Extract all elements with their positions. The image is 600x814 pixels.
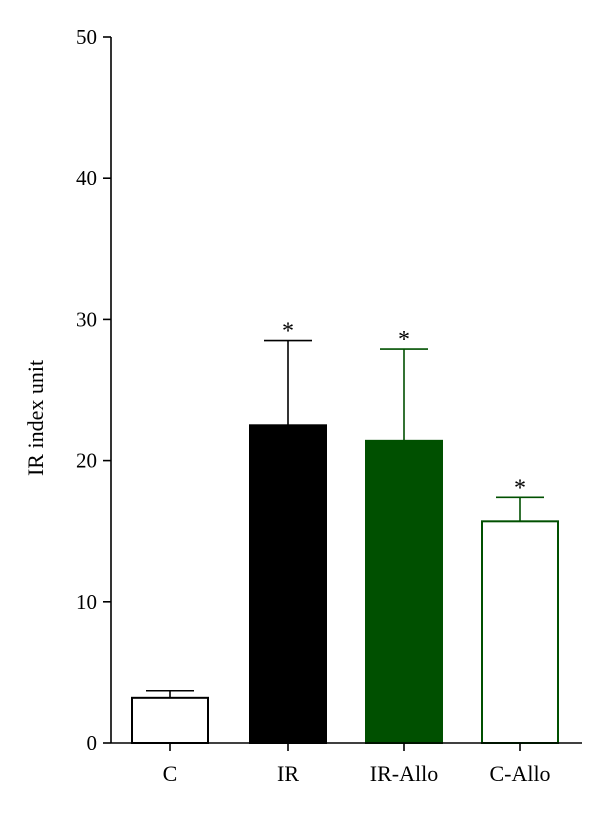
y-tick-label-3: 30 — [76, 307, 97, 331]
x-axis: C IR IR-Allo C-Allo — [111, 742, 582, 786]
y-axis: 0 10 20 30 40 50 — [76, 25, 112, 755]
bar-3 — [481, 520, 559, 744]
significance-mark-3: * — [514, 475, 526, 501]
y-axis-title: IR index unit — [23, 360, 48, 476]
y-tick-label-5: 50 — [76, 25, 97, 49]
significance-mark-1: * — [282, 319, 294, 345]
y-tick-label-2: 20 — [76, 449, 97, 473]
bars: * * * — [131, 319, 559, 744]
bar-1 — [249, 424, 327, 744]
bar-2 — [365, 439, 443, 744]
x-tick-label-1: IR — [277, 761, 299, 786]
x-tick-label-3: C-Allo — [489, 761, 550, 786]
bar-0 — [131, 696, 209, 744]
significance-mark-2: * — [398, 327, 410, 353]
y-tick-label-0: 0 — [87, 731, 98, 755]
x-tick-label-0: C — [163, 761, 178, 786]
y-tick-label-1: 10 — [76, 590, 97, 614]
x-tick-label-2: IR-Allo — [370, 761, 438, 786]
y-tick-label-4: 40 — [76, 166, 97, 190]
